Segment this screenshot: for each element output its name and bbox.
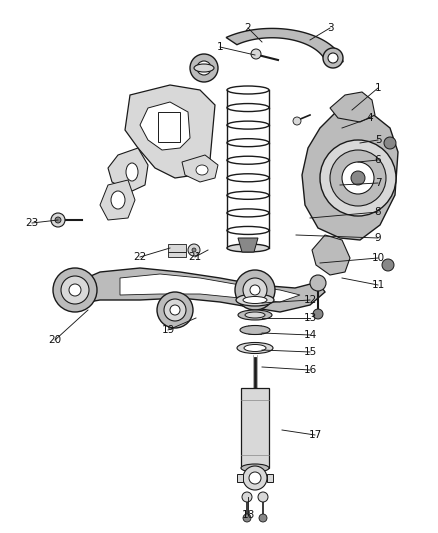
Ellipse shape	[227, 103, 269, 111]
Text: 18: 18	[241, 510, 254, 520]
Circle shape	[313, 309, 323, 319]
Ellipse shape	[236, 294, 274, 306]
Circle shape	[243, 466, 267, 490]
Ellipse shape	[243, 296, 267, 303]
Polygon shape	[70, 268, 325, 312]
Circle shape	[258, 492, 268, 502]
Text: 6: 6	[374, 155, 381, 165]
Circle shape	[157, 292, 193, 328]
Circle shape	[170, 305, 180, 315]
Polygon shape	[302, 108, 398, 240]
Circle shape	[259, 514, 267, 522]
Circle shape	[293, 117, 301, 125]
Polygon shape	[125, 85, 215, 178]
Circle shape	[384, 137, 396, 149]
Polygon shape	[330, 92, 375, 122]
Ellipse shape	[241, 464, 269, 472]
Circle shape	[242, 492, 252, 502]
Ellipse shape	[227, 209, 269, 217]
Text: 7: 7	[374, 178, 381, 188]
Circle shape	[243, 514, 251, 522]
Circle shape	[323, 48, 343, 68]
Circle shape	[251, 49, 261, 59]
Text: 19: 19	[161, 325, 175, 335]
Text: 4: 4	[367, 113, 373, 123]
Circle shape	[328, 53, 338, 63]
Ellipse shape	[227, 139, 269, 147]
Bar	[168, 252, 186, 257]
Circle shape	[320, 140, 396, 216]
Circle shape	[243, 278, 267, 302]
Bar	[237, 474, 243, 482]
Circle shape	[310, 275, 326, 291]
Text: 23: 23	[25, 218, 39, 228]
Text: 3: 3	[327, 23, 333, 33]
Circle shape	[382, 259, 394, 271]
Polygon shape	[182, 155, 218, 182]
Ellipse shape	[194, 64, 214, 72]
Text: 9: 9	[374, 233, 381, 243]
Text: 14: 14	[304, 330, 317, 340]
Text: 2: 2	[245, 23, 251, 33]
Ellipse shape	[245, 312, 265, 318]
Circle shape	[351, 171, 365, 185]
Bar	[267, 474, 273, 482]
Ellipse shape	[227, 174, 269, 182]
Polygon shape	[120, 274, 300, 302]
Circle shape	[53, 268, 97, 312]
Polygon shape	[108, 148, 148, 192]
Polygon shape	[140, 102, 190, 150]
Ellipse shape	[227, 244, 269, 252]
Circle shape	[250, 285, 260, 295]
Circle shape	[342, 162, 374, 194]
Text: 13: 13	[304, 313, 317, 323]
Ellipse shape	[244, 344, 266, 351]
Circle shape	[201, 65, 207, 71]
Ellipse shape	[227, 156, 269, 164]
Circle shape	[61, 276, 89, 304]
Ellipse shape	[227, 227, 269, 235]
Ellipse shape	[240, 326, 270, 335]
Ellipse shape	[227, 191, 269, 199]
Circle shape	[330, 150, 386, 206]
Circle shape	[55, 217, 61, 223]
Ellipse shape	[111, 191, 125, 209]
Circle shape	[69, 284, 81, 296]
Ellipse shape	[237, 343, 273, 353]
Text: 22: 22	[134, 252, 147, 262]
Text: 17: 17	[308, 430, 321, 440]
Circle shape	[192, 248, 196, 252]
Circle shape	[188, 244, 200, 256]
Polygon shape	[226, 28, 343, 63]
Text: 1: 1	[217, 42, 223, 52]
Text: 8: 8	[374, 207, 381, 217]
Bar	[168, 244, 186, 252]
Circle shape	[249, 472, 261, 484]
Circle shape	[190, 54, 218, 82]
Text: 5: 5	[374, 135, 381, 145]
Text: 10: 10	[371, 253, 385, 263]
Text: 12: 12	[304, 295, 317, 305]
Bar	[241, 388, 269, 468]
Text: 11: 11	[371, 280, 385, 290]
Ellipse shape	[126, 163, 138, 181]
Text: 15: 15	[304, 347, 317, 357]
Text: 1: 1	[374, 83, 381, 93]
Ellipse shape	[238, 310, 272, 320]
Circle shape	[51, 213, 65, 227]
Circle shape	[164, 299, 186, 321]
Circle shape	[197, 61, 211, 75]
Ellipse shape	[227, 86, 269, 94]
Text: 21: 21	[188, 252, 201, 262]
Circle shape	[235, 270, 275, 310]
Text: 16: 16	[304, 365, 317, 375]
Polygon shape	[238, 238, 258, 252]
Polygon shape	[312, 235, 350, 275]
Polygon shape	[100, 180, 135, 220]
Bar	[158, 112, 180, 142]
Ellipse shape	[196, 165, 208, 175]
Text: 20: 20	[49, 335, 62, 345]
Ellipse shape	[227, 121, 269, 129]
